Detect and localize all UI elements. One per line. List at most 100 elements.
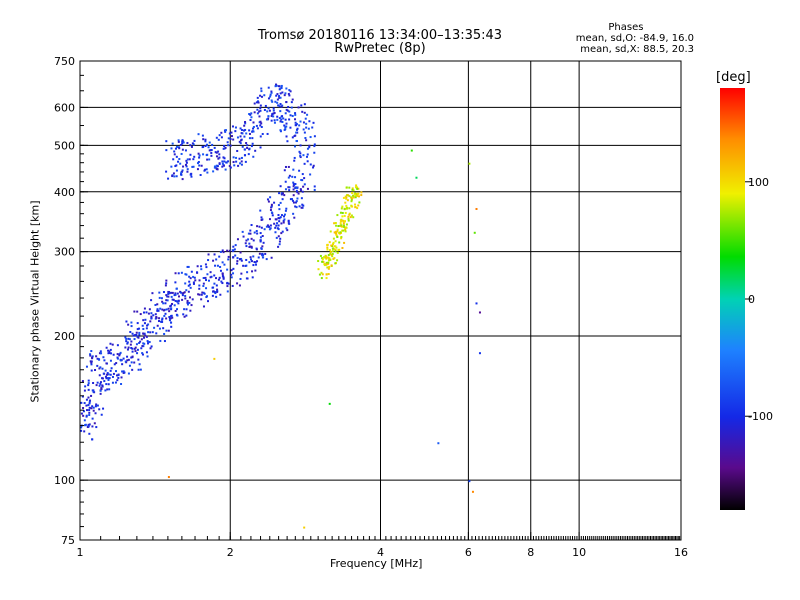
data-point: [158, 291, 161, 294]
data-point: [199, 174, 202, 177]
data-point: [137, 336, 140, 339]
data-point: [85, 365, 88, 368]
data-point: [274, 100, 277, 103]
data-point: [126, 359, 129, 362]
data-point: [176, 314, 179, 317]
data-point: [156, 309, 159, 312]
data-point: [183, 315, 186, 318]
data-point: [249, 258, 252, 261]
data-point: [340, 237, 343, 240]
data-point: [267, 107, 270, 110]
data-point: [150, 312, 153, 315]
data-point: [208, 158, 211, 161]
data-point: [171, 302, 174, 305]
data-point: [279, 185, 282, 188]
data-point: [202, 285, 205, 288]
data-point: [256, 225, 259, 228]
data-point: [96, 404, 99, 407]
data-point: [261, 245, 264, 248]
data-point: [284, 188, 287, 191]
data-point: [215, 164, 218, 167]
data-point: [327, 267, 330, 270]
data-point: [209, 149, 212, 152]
data-point: [288, 89, 291, 92]
data-point: [99, 382, 102, 385]
data-point: [269, 224, 272, 227]
data-point: [298, 124, 301, 127]
data-point: [251, 137, 254, 140]
data-point: [141, 353, 144, 356]
data-point: [245, 239, 248, 242]
data-point: [222, 164, 225, 167]
data-point: [87, 423, 90, 426]
data-point: [327, 261, 330, 264]
data-point: [106, 372, 109, 375]
data-point: [117, 376, 120, 379]
data-point: [162, 327, 165, 330]
data-point: [228, 165, 231, 168]
data-point: [150, 317, 153, 320]
data-point: [328, 265, 331, 268]
data-point: [208, 149, 211, 152]
data-point: [352, 189, 355, 192]
data-point: [355, 192, 358, 195]
data-point: [336, 259, 339, 262]
data-point: [261, 132, 264, 135]
data-point: [130, 346, 133, 349]
data-point: [248, 261, 251, 264]
data-point: [295, 189, 298, 192]
data-point: [244, 128, 247, 131]
data-point: [311, 126, 314, 129]
data-point: [178, 147, 181, 150]
data-point: [96, 357, 99, 360]
data-point: [261, 234, 264, 237]
data-point: [182, 292, 185, 295]
data-point: [300, 104, 303, 107]
data-point: [163, 340, 166, 343]
data-point: [321, 257, 324, 260]
data-point: [258, 225, 261, 228]
data-point: [216, 168, 219, 171]
data-point: [292, 185, 295, 188]
data-point: [181, 148, 184, 151]
data-point: [221, 160, 224, 163]
data-point: [223, 160, 226, 163]
data-point: [92, 382, 95, 385]
data-point: [215, 258, 218, 261]
data-point: [325, 257, 328, 260]
data-point: [345, 196, 348, 199]
data-point: [251, 270, 254, 273]
data-point: [245, 132, 248, 135]
data-point: [262, 241, 265, 244]
data-point: [294, 113, 297, 116]
data-point: [256, 127, 259, 130]
data-point: [288, 94, 291, 97]
data-point: [240, 257, 243, 260]
data-point: [83, 402, 86, 405]
data-point: [259, 135, 262, 138]
data-point: [302, 185, 305, 188]
data-point: [184, 282, 187, 285]
data-point: [99, 381, 102, 384]
data-point: [204, 138, 207, 141]
data-point: [305, 139, 308, 142]
data-point: [248, 137, 251, 140]
data-point: [208, 141, 211, 144]
data-point: [158, 327, 161, 330]
data-point: [309, 163, 312, 166]
data-point: [351, 205, 354, 208]
data-point: [212, 170, 215, 173]
data-point: [278, 220, 281, 223]
data-point: [232, 125, 235, 128]
data-point: [224, 146, 227, 149]
data-point: [206, 273, 209, 276]
data-point: [147, 331, 150, 334]
data-point: [118, 354, 121, 357]
data-point: [189, 296, 192, 299]
data-point: [251, 130, 254, 133]
data-point: [215, 167, 218, 170]
data-point: [83, 419, 86, 422]
data-point: [165, 317, 168, 320]
data-point: [308, 144, 311, 147]
data-point: [182, 313, 185, 316]
